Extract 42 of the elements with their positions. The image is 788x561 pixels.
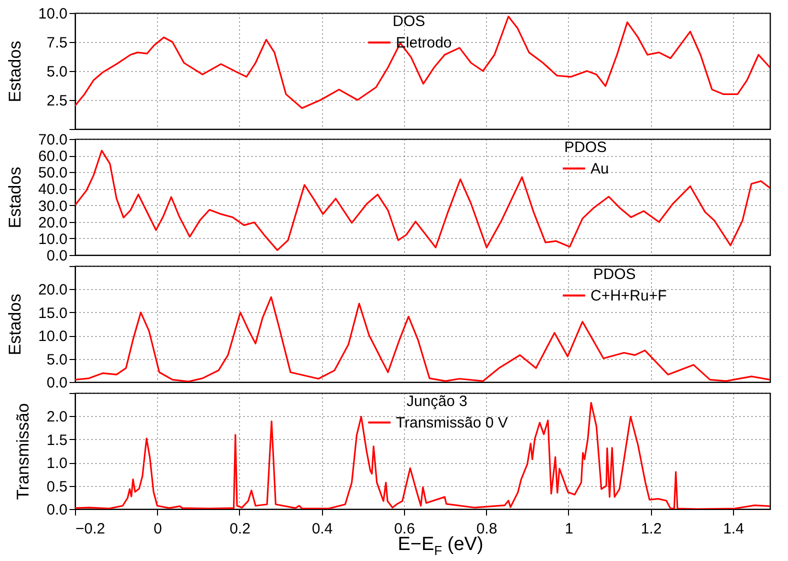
y-tick-label: 30.0 (38, 198, 68, 215)
y-tick-label: 0.0 (46, 502, 68, 518)
y-tick-label: 7.5 (46, 34, 68, 52)
x-tick-label: 1.4 (723, 520, 744, 538)
x-tick-label: 0 (154, 520, 162, 538)
y-tick-label: 15.0 (38, 304, 68, 322)
x-tick-label: 1.2 (640, 520, 662, 538)
legend-title: PDOS (564, 139, 607, 156)
y-tick-label: 10.0 (38, 230, 68, 248)
legend-label: Eletrodo (396, 34, 452, 52)
legend-label: C+H+Ru+F (590, 288, 667, 304)
y-axis-title: Estados (5, 294, 24, 356)
x-tick-label: 0.2 (230, 520, 250, 538)
y-tick-label: 1.0 (46, 455, 68, 472)
y-tick-label: 0.0 (46, 374, 68, 392)
y-tick-label: 2.0 (46, 408, 68, 426)
y-axis-title: Estados (5, 40, 24, 102)
y-tick-label: 0.5 (46, 478, 68, 496)
y-tick-label: 5.0 (46, 64, 68, 80)
legend-label: Au (590, 160, 609, 178)
line-series (75, 16, 770, 109)
y-axis-title: Estados (5, 166, 24, 228)
y-tick-label: 70.0 (38, 132, 68, 148)
y-tick-label: 50.0 (38, 164, 68, 182)
x-tick-label: 0.4 (312, 520, 333, 538)
y-tick-label: 10.0 (38, 328, 68, 346)
y-tick-label: 5.0 (46, 351, 68, 368)
x-tick-label: −0.2 (76, 520, 106, 538)
legend-title: DOS (392, 13, 426, 30)
y-tick-label: 60.0 (38, 148, 68, 166)
y-tick-label: 0.0 (46, 248, 68, 264)
legend-title: Junção 3 (406, 393, 468, 410)
y-axis-title: Transmissão (14, 403, 33, 500)
x-tick-label: 1 (564, 520, 574, 538)
y-tick-label: 40.0 (38, 181, 68, 198)
y-tick-label: 20.0 (38, 282, 68, 299)
legend-label: Transmissão 0 V (396, 414, 508, 432)
legend-title: PDOS (593, 266, 636, 283)
y-tick-label: 2.5 (46, 92, 68, 110)
y-tick-label: 10.0 (38, 6, 68, 22)
y-tick-label: 1.5 (46, 432, 68, 449)
y-tick-label: 20.0 (38, 214, 68, 232)
